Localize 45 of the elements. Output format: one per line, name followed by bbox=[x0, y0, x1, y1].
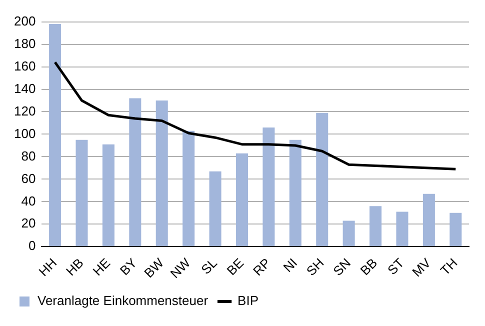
y-tick-label: 20 bbox=[21, 216, 36, 231]
bar bbox=[396, 212, 408, 246]
x-tick-label: BW bbox=[141, 254, 168, 281]
legend-label: Veranlagte Einkommensteuer bbox=[38, 293, 209, 308]
y-tick-label: 40 bbox=[21, 193, 36, 208]
bar bbox=[236, 153, 248, 246]
bar bbox=[289, 140, 302, 246]
x-tick-label: NI bbox=[280, 255, 300, 276]
y-tick-label: 160 bbox=[14, 58, 36, 74]
y-tick-label: 80 bbox=[21, 148, 36, 164]
x-tick-label: BB bbox=[357, 255, 380, 278]
bar bbox=[102, 144, 114, 246]
x-tick-label: SH bbox=[303, 255, 327, 279]
bar bbox=[370, 206, 382, 246]
bar bbox=[182, 130, 195, 246]
y-tick-label: 100 bbox=[14, 126, 36, 141]
x-tick-label: SL bbox=[198, 255, 220, 278]
y-tick-label: 140 bbox=[14, 80, 36, 96]
x-tick-label: HE bbox=[90, 254, 114, 279]
x-tick-label: HB bbox=[63, 255, 86, 279]
bar bbox=[76, 140, 88, 246]
bar bbox=[156, 100, 168, 246]
y-tick-label: 200 bbox=[14, 13, 36, 28]
bar bbox=[262, 127, 275, 246]
y-tick-label: 180 bbox=[14, 36, 36, 51]
bar bbox=[342, 220, 355, 246]
y-tick-label: 60 bbox=[21, 170, 36, 186]
x-tick-label: NW bbox=[167, 254, 194, 282]
y-tick-label: 0 bbox=[28, 238, 36, 254]
x-tick-label: RP bbox=[250, 255, 274, 279]
x-tick-label: HH bbox=[36, 255, 60, 280]
bar bbox=[316, 112, 328, 246]
bar bbox=[49, 24, 62, 246]
bar bbox=[422, 194, 435, 246]
bar bbox=[209, 171, 222, 246]
legend-label: BIP bbox=[238, 293, 259, 308]
bar bbox=[129, 98, 142, 246]
x-tick-label: TH bbox=[437, 255, 460, 278]
y-tick-label: 120 bbox=[14, 103, 36, 118]
x-tick-label: BE bbox=[224, 254, 247, 278]
x-tick-label: BY bbox=[116, 254, 140, 278]
x-tick-label: SN bbox=[330, 255, 354, 279]
x-tick-label: ST bbox=[384, 255, 407, 278]
x-tick-label: MV bbox=[409, 254, 434, 280]
bar bbox=[450, 212, 462, 246]
